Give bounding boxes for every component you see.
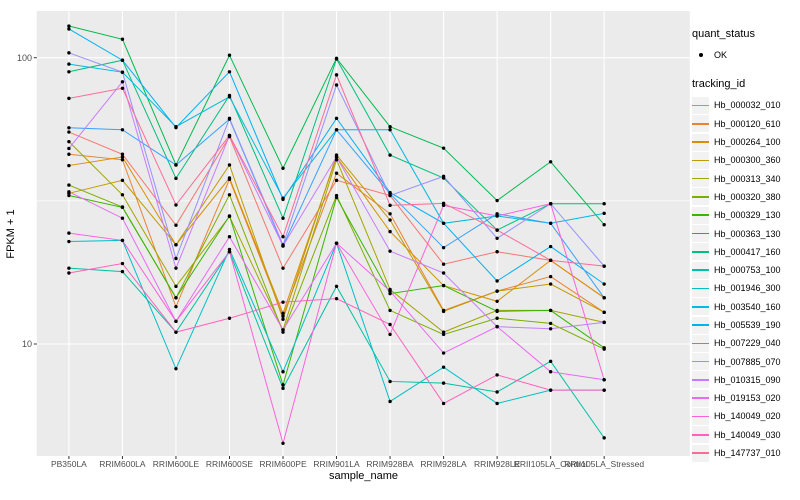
legend-item-ok: OK — [692, 46, 798, 64]
line-key-icon — [692, 371, 709, 389]
legend-item-label: Hb_007885_070 — [714, 356, 781, 367]
legend-item-label: Hb_005539_190 — [714, 320, 781, 330]
x-tick-label: RRIM600LE — [152, 459, 200, 469]
legend-item-tracking: Hb_147737_010 — [692, 444, 798, 462]
line-key-icon — [692, 206, 709, 224]
legend-item-tracking: Hb_000300_360 — [692, 151, 798, 169]
line-key-icon — [692, 96, 709, 114]
legend-item-label: Hb_000329_130 — [714, 210, 781, 221]
legend-item-tracking: Hb_140049_020 — [692, 407, 798, 425]
legend-item-label: Hb_000753_100 — [714, 265, 781, 276]
legend-item-tracking: Hb_019153_020 — [692, 389, 798, 407]
x-tick-label: RRIM928LA — [420, 459, 467, 469]
line-key-icon — [692, 261, 709, 279]
x-tick-label: RRII105LA_Stressed — [564, 459, 645, 469]
legend-item-tracking: Hb_000032_010 — [692, 96, 798, 114]
legend-item-tracking: Hb_010315_090 — [692, 371, 798, 389]
point-key-icon — [692, 47, 709, 64]
legend-item-label: Hb_010315_090 — [714, 374, 781, 385]
legend-item-label: Hb_000417_160 — [714, 246, 781, 257]
x-tick-label: RRIM928LE — [473, 459, 521, 469]
legend-item-label: Hb_000120_610 — [714, 118, 781, 129]
legend-item-label: Hb_000264_100 — [714, 137, 781, 148]
line-key-icon — [692, 243, 709, 261]
legend-title-tracking-id: tracking_id — [692, 78, 746, 91]
legend-item-tracking: Hb_000313_340 — [692, 169, 798, 188]
line-key-icon — [692, 279, 709, 297]
legend-item-tracking: Hb_000753_100 — [692, 261, 798, 279]
legend-item-tracking: Hb_007229_040 — [692, 334, 798, 352]
y-tick-label-100: 100 — [16, 53, 32, 63]
legend-item-tracking: Hb_000120_610 — [692, 115, 798, 133]
x-tick-label: PB350LA — [50, 459, 87, 469]
legend-item-label: Hb_000363_130 — [714, 228, 781, 239]
legend-item-label: Hb_003540_160 — [714, 301, 781, 312]
line-key-icon — [692, 188, 709, 206]
legend-item-label: Hb_007229_040 — [714, 338, 781, 349]
line-key-icon — [692, 444, 709, 462]
line-key-icon — [692, 298, 709, 316]
line-key-icon — [692, 170, 709, 188]
legend-item-tracking: Hb_000329_130 — [692, 206, 798, 224]
line-key-icon — [692, 225, 709, 243]
line-key-icon — [692, 133, 709, 151]
y-tick-label-10: 10 — [21, 339, 32, 349]
legend-item-label: Hb_000320_380 — [714, 191, 781, 202]
y-axis-title: FPKM + 1 — [5, 209, 17, 259]
line-key-icon — [692, 334, 709, 352]
legend-item-tracking: Hb_001946_300 — [692, 279, 798, 297]
legend-item-tracking: Hb_007885_070 — [692, 352, 798, 371]
x-tick-label: RRIM901LA — [313, 459, 360, 469]
line-key-icon — [692, 426, 709, 444]
legend-item-label: Hb_000032_010 — [714, 100, 781, 111]
x-tick-label: RRII105LA_Control — [513, 459, 588, 469]
legend-item-tracking: Hb_140049_030 — [692, 426, 798, 444]
legend-item-label: OK — [714, 50, 728, 61]
legend-item-tracking: Hb_003540_160 — [692, 298, 798, 316]
legend-item-label: Hb_147737_010 — [714, 448, 781, 459]
legend-item-tracking: Hb_000264_100 — [692, 133, 798, 151]
x-tick-label: RRIM928BA — [366, 459, 414, 469]
legend-item-label: Hb_019153_020 — [714, 393, 781, 404]
line-key-icon — [692, 316, 709, 334]
x-axis-title: sample_name — [328, 470, 399, 482]
legend-tracking-items: Hb_000032_010 Hb_000120_610 Hb_000264_100 H… — [692, 96, 798, 462]
legend-item-label: Hb_000300_360 — [714, 155, 781, 166]
line-key-icon — [692, 115, 709, 133]
line-key-icon — [692, 407, 709, 425]
legend-item-label: Hb_000313_340 — [714, 173, 781, 184]
line-key-icon — [692, 353, 709, 371]
legend-item-label: Hb_001946_300 — [714, 283, 781, 294]
x-tick-label: RRIM600PE — [259, 459, 307, 469]
legend-title-quant-status: quant_status — [692, 28, 755, 40]
legend: quant_status OK tracking_id Hb_000032_01… — [692, 28, 798, 462]
legend-item-label: Hb_140049_020 — [714, 411, 781, 422]
legend-item-tracking: Hb_000363_130 — [692, 224, 798, 243]
x-tick-label: RRIM600SE — [205, 459, 254, 469]
legend-item-tracking: Hb_000320_380 — [692, 188, 798, 206]
legend-item-label: Hb_140049_030 — [714, 429, 781, 440]
legend-item-tracking: Hb_005539_190 — [692, 316, 798, 334]
legend-item-tracking: Hb_000417_160 — [692, 243, 798, 261]
line-key-icon — [692, 389, 709, 407]
x-tick-label: RRIM600LA — [99, 459, 146, 469]
x-tick-labels: PB350LA RRIM600LA RRIM600LE RRIM600SE RRIM60… — [0, 459, 800, 471]
line-key-icon — [692, 151, 709, 169]
